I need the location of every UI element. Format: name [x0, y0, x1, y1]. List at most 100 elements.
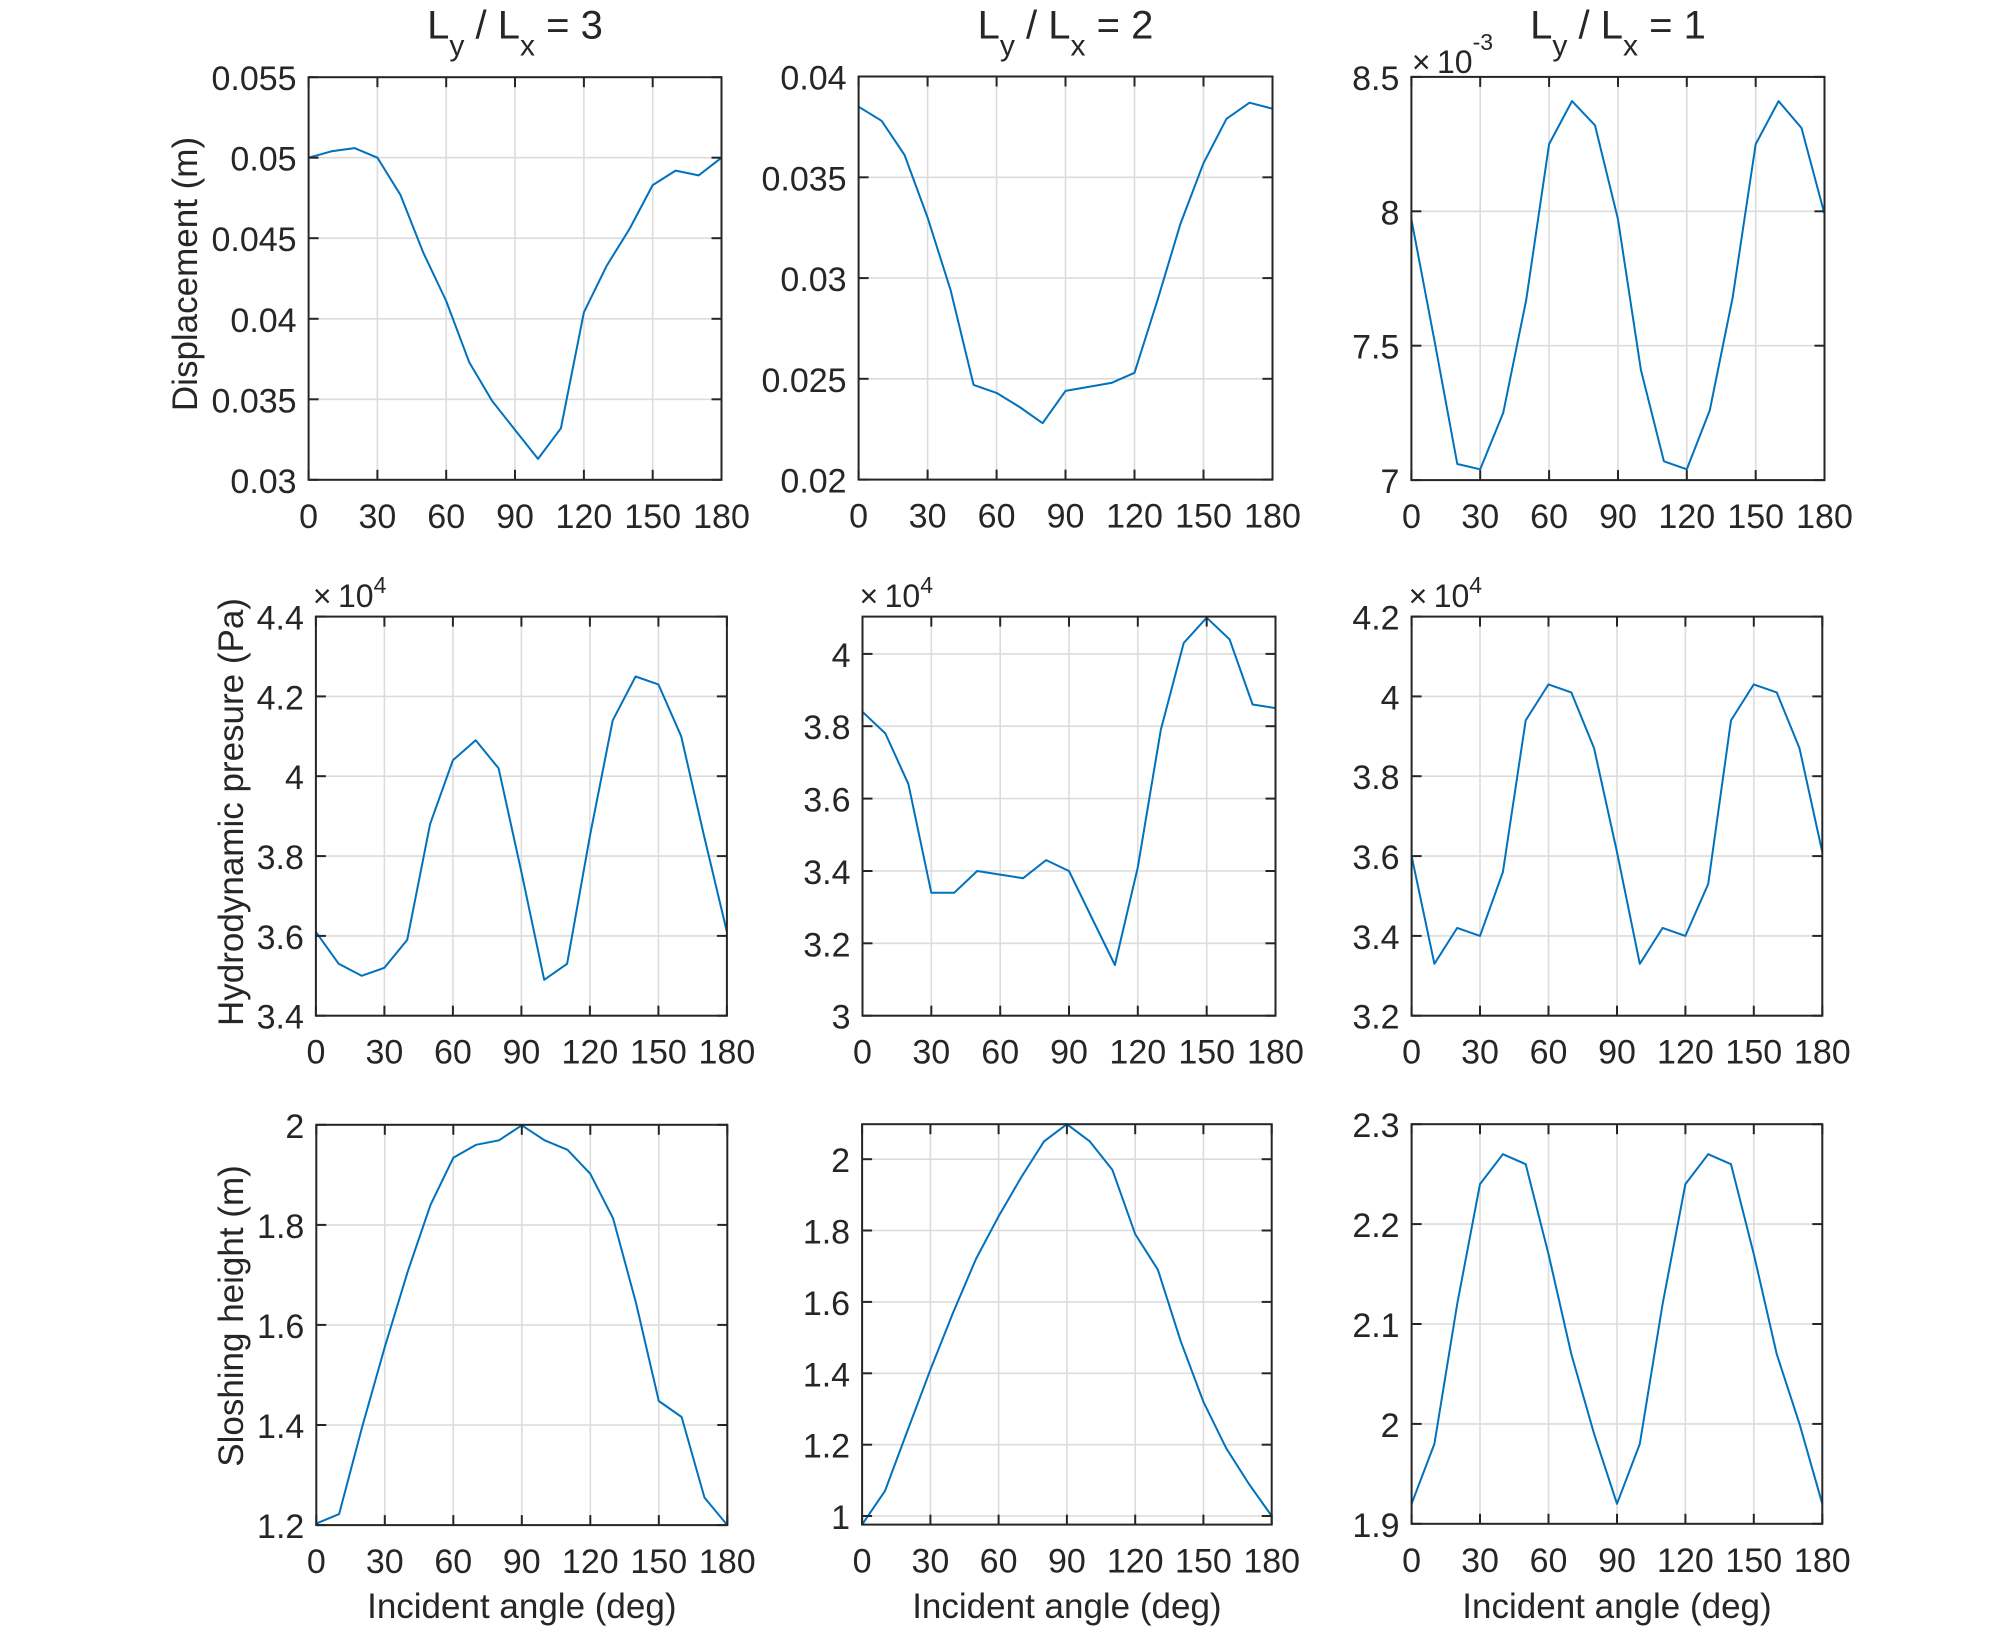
svg-text:60: 60: [434, 1543, 472, 1581]
svg-text:60: 60: [434, 1034, 472, 1072]
svg-text:150: 150: [1725, 1542, 1782, 1580]
svg-text:4: 4: [1381, 679, 1400, 717]
svg-text:1.8: 1.8: [257, 1208, 304, 1246]
svg-text:120: 120: [562, 1543, 619, 1581]
svg-text:120: 120: [1106, 498, 1163, 536]
svg-text:180: 180: [699, 1034, 756, 1072]
svg-text:4.4: 4.4: [257, 600, 304, 638]
svg-text:4: 4: [832, 637, 851, 675]
svg-text:2.1: 2.1: [1352, 1307, 1399, 1345]
svg-text:Incident angle (deg): Incident angle (deg): [367, 1587, 676, 1626]
svg-text:3.4: 3.4: [1352, 919, 1399, 957]
svg-text:60: 60: [1530, 1034, 1568, 1072]
svg-text:150: 150: [630, 1543, 687, 1581]
svg-text:Displacement (m): Displacement (m): [166, 137, 205, 411]
svg-text:2: 2: [1381, 1407, 1400, 1445]
svg-text:0.035: 0.035: [762, 160, 847, 198]
svg-text:Sloshing height (m): Sloshing height (m): [212, 1165, 251, 1467]
svg-text:120: 120: [1109, 1034, 1166, 1072]
svg-text:0: 0: [1402, 498, 1421, 536]
svg-text:8.5: 8.5: [1352, 60, 1399, 98]
svg-text:150: 150: [624, 498, 681, 536]
svg-text:1.8: 1.8: [803, 1214, 850, 1252]
svg-text:0.04: 0.04: [230, 302, 296, 340]
svg-text:0: 0: [1402, 1542, 1421, 1580]
svg-text:0.04: 0.04: [780, 60, 846, 98]
svg-text:4.2: 4.2: [1352, 600, 1399, 638]
svg-text:150: 150: [1175, 1543, 1232, 1581]
svg-text:90: 90: [1048, 1543, 1086, 1581]
svg-text:0.03: 0.03: [230, 463, 296, 501]
svg-text:1.2: 1.2: [257, 1508, 304, 1546]
svg-text:3.8: 3.8: [803, 709, 850, 747]
svg-text:120: 120: [1107, 1543, 1164, 1581]
svg-text:1.2: 1.2: [803, 1428, 850, 1466]
svg-text:1.4: 1.4: [803, 1356, 850, 1394]
svg-text:30: 30: [1461, 498, 1499, 536]
svg-text:3.2: 3.2: [803, 926, 850, 964]
svg-text:2: 2: [285, 1108, 304, 1146]
svg-text:0: 0: [307, 1543, 326, 1581]
svg-text:3.6: 3.6: [803, 782, 850, 820]
svg-text:120: 120: [562, 1034, 619, 1072]
svg-text:90: 90: [502, 1034, 540, 1072]
svg-text:0: 0: [1402, 1034, 1421, 1072]
svg-text:Incident angle (deg): Incident angle (deg): [1462, 1587, 1771, 1626]
svg-text:60: 60: [427, 498, 465, 536]
svg-text:3.4: 3.4: [803, 854, 850, 892]
svg-text:× 104: × 104: [1409, 572, 1483, 614]
svg-text:0.055: 0.055: [212, 60, 297, 98]
svg-text:1.6: 1.6: [803, 1285, 850, 1323]
svg-text:3.6: 3.6: [257, 919, 304, 957]
svg-text:0: 0: [853, 1543, 872, 1581]
svg-text:90: 90: [1050, 1034, 1088, 1072]
svg-text:0.045: 0.045: [212, 221, 297, 259]
svg-text:3.8: 3.8: [257, 839, 304, 877]
svg-text:60: 60: [981, 1034, 1019, 1072]
svg-text:0.035: 0.035: [212, 382, 297, 420]
svg-text:2: 2: [831, 1142, 850, 1180]
svg-text:180: 180: [1243, 1543, 1300, 1581]
svg-text:60: 60: [1530, 498, 1568, 536]
svg-text:3.6: 3.6: [1352, 839, 1399, 877]
svg-text:180: 180: [1244, 498, 1301, 536]
svg-text:3.2: 3.2: [1352, 999, 1399, 1037]
svg-text:60: 60: [978, 498, 1016, 536]
svg-text:8: 8: [1380, 194, 1399, 232]
svg-text:150: 150: [1178, 1034, 1235, 1072]
svg-text:0.05: 0.05: [230, 141, 296, 179]
svg-text:4.2: 4.2: [257, 679, 304, 717]
svg-text:120: 120: [1658, 498, 1715, 536]
svg-text:0.025: 0.025: [762, 362, 847, 400]
svg-text:90: 90: [1599, 498, 1637, 536]
svg-text:90: 90: [1598, 1034, 1636, 1072]
svg-text:30: 30: [911, 1543, 949, 1581]
svg-text:30: 30: [1461, 1542, 1499, 1580]
svg-text:2.2: 2.2: [1352, 1207, 1399, 1245]
svg-text:7.5: 7.5: [1352, 329, 1399, 367]
svg-text:180: 180: [693, 498, 750, 536]
svg-text:2.3: 2.3: [1352, 1107, 1399, 1145]
svg-text:90: 90: [503, 1543, 541, 1581]
svg-text:150: 150: [1175, 498, 1232, 536]
svg-text:90: 90: [496, 498, 534, 536]
svg-text:60: 60: [1530, 1542, 1568, 1580]
svg-text:30: 30: [1461, 1034, 1499, 1072]
svg-text:180: 180: [1794, 1542, 1851, 1580]
svg-text:0: 0: [849, 498, 868, 536]
svg-text:1: 1: [831, 1499, 850, 1537]
svg-text:150: 150: [1725, 1034, 1782, 1072]
svg-text:120: 120: [1657, 1034, 1714, 1072]
svg-text:Incident angle (deg): Incident angle (deg): [912, 1587, 1221, 1626]
svg-text:30: 30: [909, 498, 947, 536]
svg-text:1.9: 1.9: [1352, 1507, 1399, 1545]
svg-text:30: 30: [912, 1034, 950, 1072]
svg-text:0.03: 0.03: [780, 261, 846, 299]
svg-text:1.4: 1.4: [257, 1408, 304, 1446]
svg-text:0: 0: [306, 1034, 325, 1072]
svg-text:3: 3: [832, 999, 851, 1037]
svg-text:180: 180: [699, 1543, 756, 1581]
svg-text:150: 150: [630, 1034, 687, 1072]
svg-text:3.4: 3.4: [257, 999, 304, 1037]
svg-text:180: 180: [1247, 1034, 1304, 1072]
